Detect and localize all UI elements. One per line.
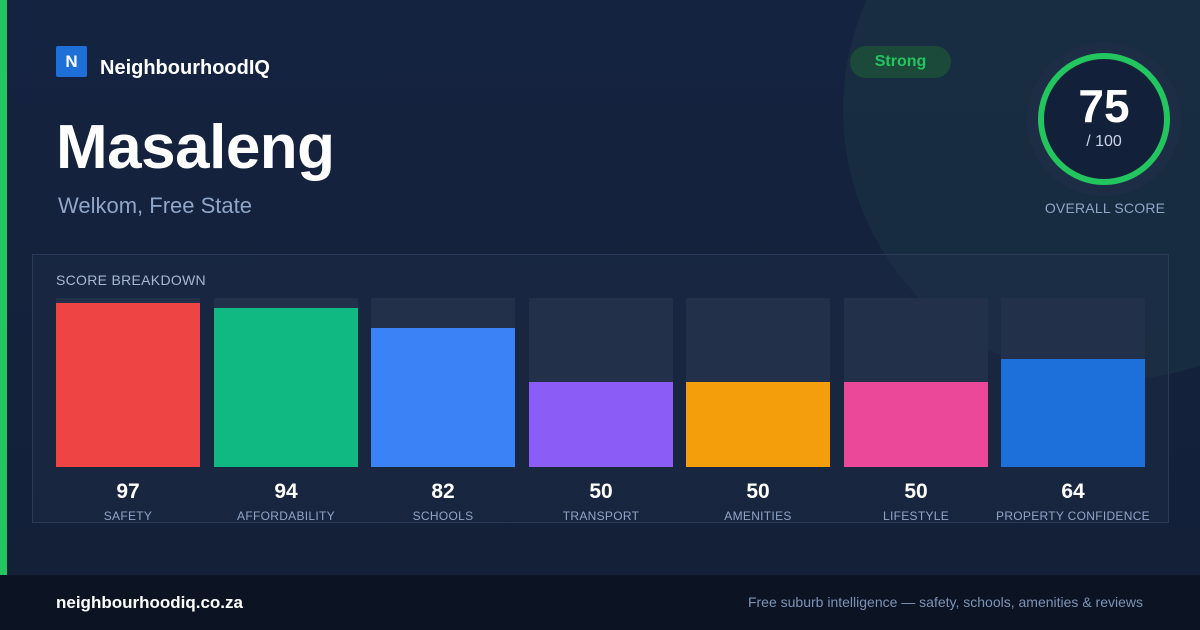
overall-score-ring: 75 — [1027, 42, 1181, 196]
bar-value: 94 — [274, 480, 298, 503]
footer-site-link[interactable]: neighbourhoodiq.co.za — [56, 593, 243, 612]
bar-value: 82 — [431, 480, 455, 503]
bar-label: PROPERTY CONFIDENCE — [996, 509, 1150, 523]
bar-track — [529, 298, 673, 467]
bar-label: AMENITIES — [724, 509, 792, 523]
suburb-location: Welkom, Free State — [58, 193, 252, 218]
bar-track — [1001, 298, 1145, 467]
bar-value: 64 — [1061, 480, 1085, 503]
overall-score-value: 75 — [1078, 80, 1130, 132]
score-ring-graphic — [1027, 42, 1181, 196]
bar-label: TRANSPORT — [562, 509, 640, 523]
bar-fill — [371, 328, 515, 467]
bar-track — [844, 298, 988, 467]
bar-track — [214, 298, 358, 467]
bar-value: 50 — [746, 480, 770, 503]
footer-tagline: Free suburb intelligence — safety, schoo… — [747, 594, 1143, 610]
bar-fill — [1001, 359, 1145, 467]
bar-fill — [214, 308, 358, 467]
score-ring-arc — [1038, 53, 1170, 185]
bar-fill — [56, 303, 200, 467]
bar-value: 97 — [116, 480, 140, 503]
bar-label: SCHOOLS — [412, 509, 474, 523]
rating-badge: Strong — [850, 46, 951, 78]
bar-fill — [529, 382, 673, 467]
accent-bar — [0, 0, 7, 575]
bar-label: LIFESTYLE — [882, 509, 950, 523]
overall-score-label: OVERALL SCORE — [1044, 200, 1166, 216]
breakdown-title: SCORE BREAKDOWN — [56, 272, 206, 288]
bar-fill — [844, 382, 988, 467]
overall-score-max: / 100 — [1086, 133, 1122, 150]
footer — [0, 575, 1200, 630]
suburb-title: Masaleng — [56, 113, 335, 182]
bar-label: AFFORDABILITY — [237, 509, 335, 523]
bar-track — [371, 298, 515, 467]
bar-fill — [686, 382, 830, 467]
bar-value: 50 — [589, 480, 613, 503]
bar-track — [686, 298, 830, 467]
bar-track — [56, 298, 200, 467]
brand-name: NeighbourhoodIQ — [100, 57, 270, 79]
bar-value: 50 — [904, 480, 928, 503]
bar-label: SAFETY — [103, 509, 153, 523]
logo-icon: N — [56, 46, 87, 77]
